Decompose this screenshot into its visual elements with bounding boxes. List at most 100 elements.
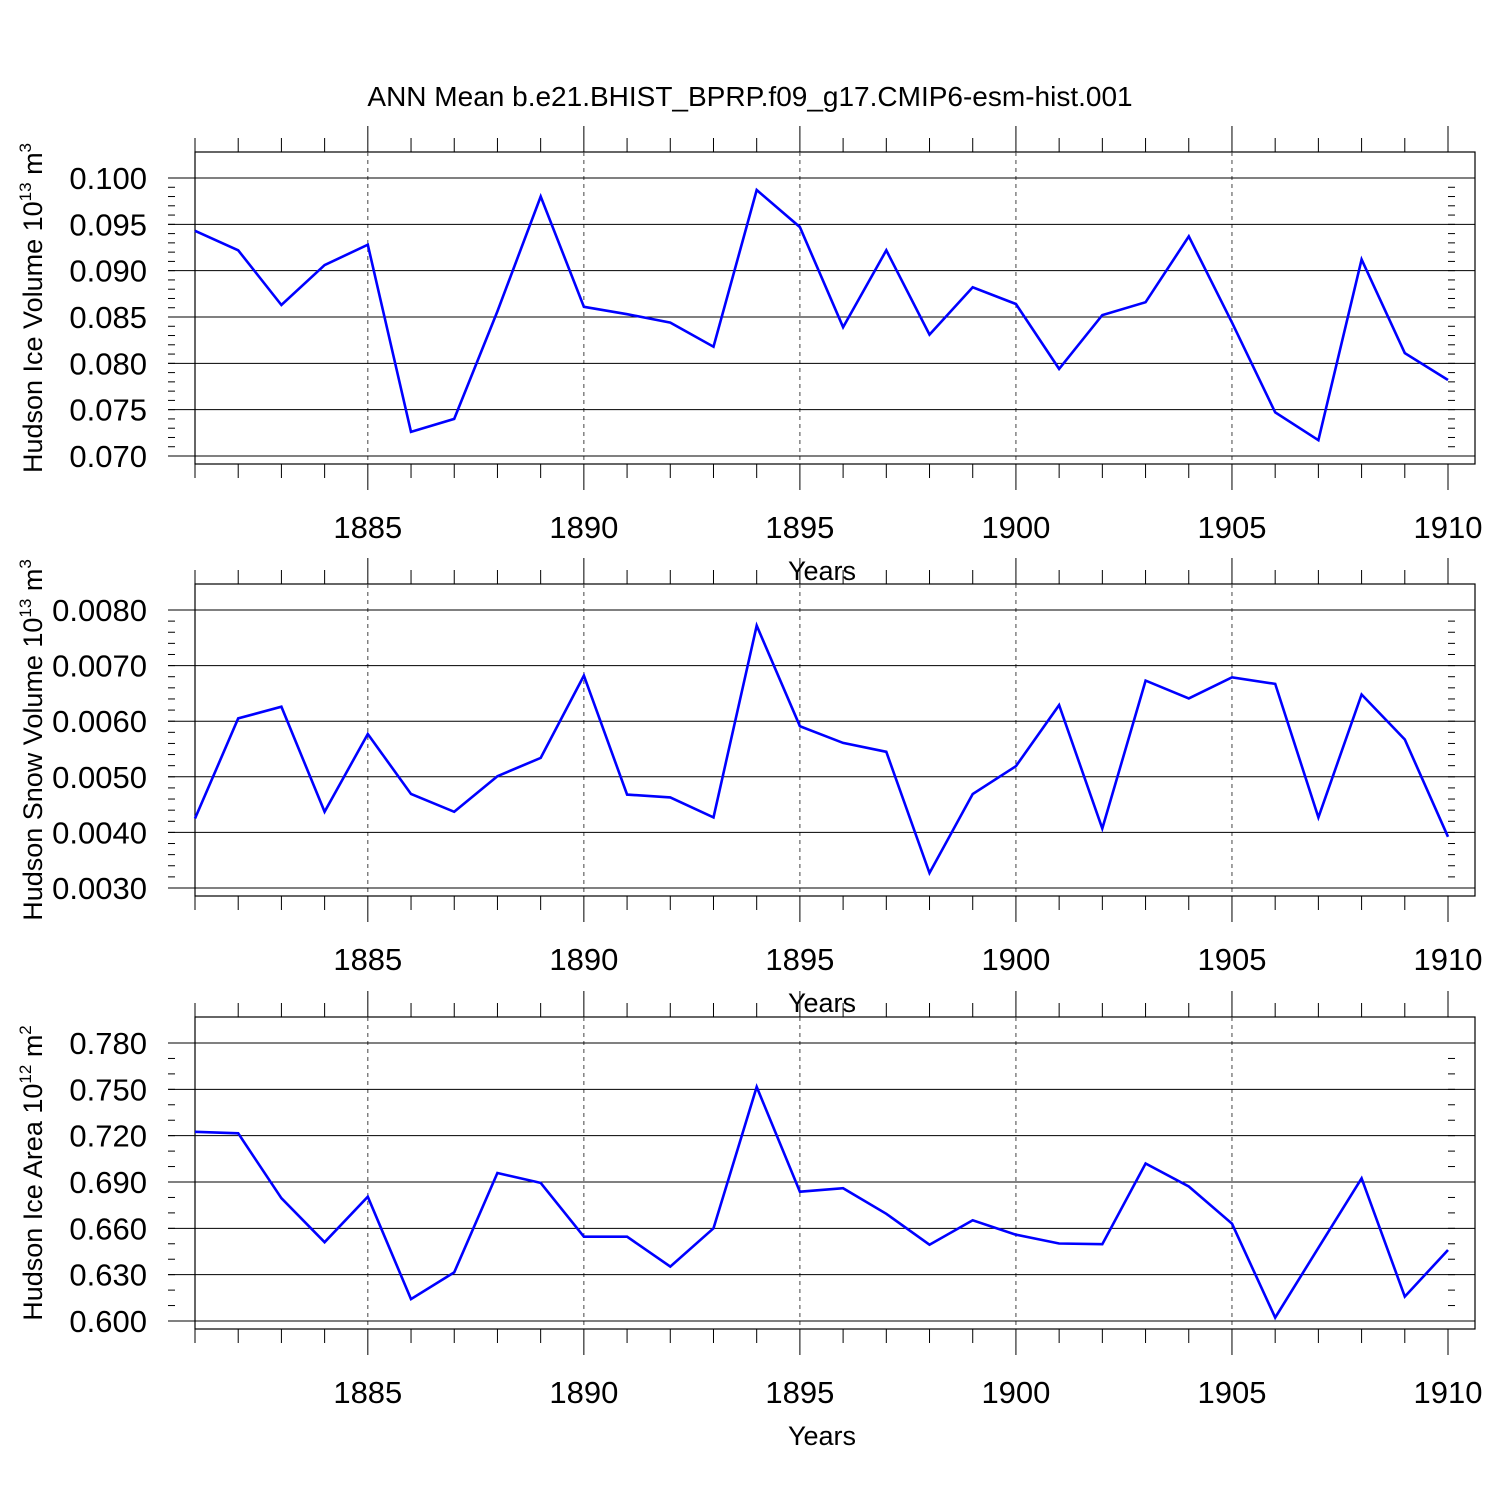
data-point — [972, 286, 974, 288]
data-point — [280, 304, 282, 306]
data-point — [323, 1241, 325, 1243]
data-point — [367, 244, 369, 246]
chart-panel-3: 0.600 0.630 0.660 0.690 0.720 0.750 0.780 1885 1… — [16, 991, 1482, 1451]
data-point — [410, 1298, 412, 1300]
data-point — [1144, 679, 1146, 681]
data-point — [496, 310, 498, 312]
y-tick-label: 0.090 — [69, 254, 147, 289]
x-tick-label: 1890 — [549, 510, 618, 545]
plot-frame — [194, 151, 1476, 465]
x-tick-label: 1895 — [765, 510, 834, 545]
data-point — [972, 1219, 974, 1221]
data-point — [1317, 1247, 1319, 1249]
y-tick-label: 0.100 — [69, 161, 147, 196]
data-point — [410, 793, 412, 795]
data-point — [194, 817, 196, 819]
data-point — [1188, 697, 1190, 699]
data-point — [1144, 301, 1146, 303]
x-axis-label: Years — [788, 556, 856, 586]
data-point — [1058, 1242, 1060, 1244]
x-tick-label: 1890 — [549, 1375, 618, 1410]
data-point — [496, 1172, 498, 1174]
series-line — [194, 1083, 1449, 1321]
data-point — [367, 1195, 369, 1197]
data-point — [712, 816, 714, 818]
data-point — [1101, 314, 1103, 316]
data-point — [1404, 738, 1406, 740]
data-point — [453, 418, 455, 420]
data-point — [1231, 321, 1233, 323]
data-point — [842, 742, 844, 744]
y-axis-label: Hudson Snow Volume 1013 m3 — [16, 559, 48, 921]
x-tick-label: 1905 — [1197, 1375, 1266, 1410]
data-point — [626, 313, 628, 315]
y-tick-label: 0.080 — [69, 346, 147, 381]
data-point — [626, 1235, 628, 1237]
data-point — [280, 1197, 282, 1199]
data-point — [1317, 816, 1319, 818]
data-point — [928, 1244, 930, 1246]
data-point — [885, 751, 887, 753]
data-point — [496, 775, 498, 777]
data-point — [194, 230, 196, 232]
x-tick-label: 1910 — [1414, 510, 1483, 545]
data-point — [1360, 258, 1362, 260]
data-point — [583, 306, 585, 308]
chart-title: ANN Mean b.e21.BHIST_BPRP.f09_g17.CMIP6-… — [367, 81, 1132, 112]
data-point — [323, 264, 325, 266]
data-point — [1274, 411, 1276, 413]
data-point — [367, 733, 369, 735]
data-point — [669, 1265, 671, 1267]
plot-frame — [194, 583, 1476, 897]
data-point — [928, 872, 930, 874]
y-tick-label: 0.660 — [69, 1211, 147, 1246]
data-point — [1360, 1177, 1362, 1179]
data-point — [1317, 439, 1319, 441]
data-point — [842, 1187, 844, 1189]
x-axis-label: Years — [788, 1421, 856, 1451]
y-tick-label: 0.0030 — [52, 871, 147, 906]
x-tick-label: 1885 — [333, 1375, 402, 1410]
x-axis-label: Years — [788, 988, 856, 1018]
data-point — [1274, 683, 1276, 685]
plot-frame — [194, 1016, 1476, 1330]
y-tick-label: 0.0060 — [52, 704, 147, 739]
series-line — [194, 187, 1449, 443]
data-point — [755, 624, 757, 626]
y-tick-label: 0.0040 — [52, 815, 147, 850]
y-tick-label: 0.720 — [69, 1119, 147, 1154]
data-point — [669, 796, 671, 798]
y-tick-label: 0.0070 — [52, 649, 147, 684]
y-tick-label: 0.630 — [69, 1258, 147, 1293]
data-point — [1447, 836, 1449, 838]
y-tick-label: 0.070 — [69, 439, 147, 474]
data-point — [1015, 765, 1017, 767]
y-tick-label: 0.085 — [69, 300, 147, 335]
data-point — [712, 345, 714, 347]
data-point — [1404, 352, 1406, 354]
y-tick-label: 0.750 — [69, 1072, 147, 1107]
data-point — [194, 1131, 196, 1133]
data-point — [799, 725, 801, 727]
data-point — [1360, 693, 1362, 695]
data-point — [1231, 1223, 1233, 1225]
data-point — [1101, 1243, 1103, 1245]
data-point — [237, 717, 239, 719]
data-point — [453, 811, 455, 813]
x-tick-label: 1885 — [333, 510, 402, 545]
data-point — [626, 793, 628, 795]
data-point — [539, 1182, 541, 1184]
data-point — [712, 1227, 714, 1229]
y-axis-label: Hudson Ice Volume 1013 m3 — [16, 143, 48, 473]
data-point — [755, 189, 757, 191]
data-point — [1015, 303, 1017, 305]
data-point — [928, 333, 930, 335]
y-tick-label: 0.0050 — [52, 760, 147, 795]
data-point — [583, 1235, 585, 1237]
data-point — [799, 1191, 801, 1193]
x-tick-label: 1910 — [1414, 942, 1483, 977]
data-point — [1101, 827, 1103, 829]
data-point — [539, 757, 541, 759]
